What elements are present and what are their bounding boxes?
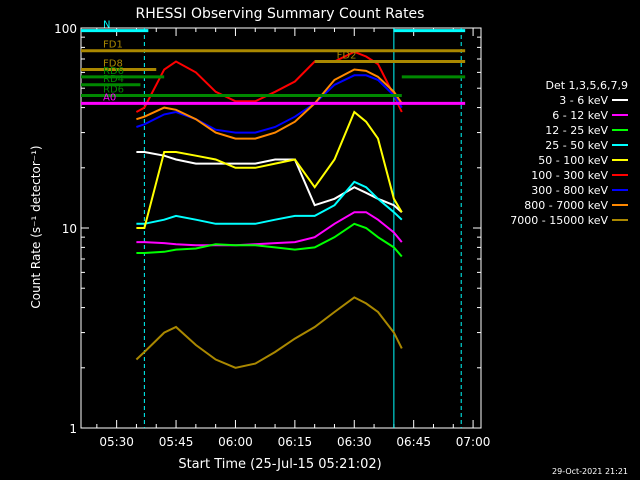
series-line-7 <box>136 74 403 134</box>
y-axis-label: Count Rate (s⁻¹ detector⁻¹) <box>29 145 43 308</box>
chart-legend: Det 1,3,5,6,7,9 3 - 6 keV 6 - 12 keV 12 - … <box>510 79 628 227</box>
series-line-1 <box>136 151 403 213</box>
y-tick-label: 100 <box>54 22 77 36</box>
flag-label: RD4 <box>103 74 124 85</box>
x-tick-label: 05:45 <box>159 435 194 449</box>
y-tick-label: 1 <box>69 422 77 436</box>
flag-label: RD6 <box>103 66 124 77</box>
series-line-5 <box>136 110 403 229</box>
legend-label: 50 - 100 keV <box>538 154 608 167</box>
legend-label: 12 - 25 keV <box>545 124 608 137</box>
series-line-2 <box>136 211 403 247</box>
flag-label: FD1 <box>103 40 123 51</box>
series-line-3 <box>136 222 403 258</box>
series-line-4 <box>136 180 403 225</box>
legend-label: 7000 - 15000 keV <box>510 214 608 227</box>
legend-label: 25 - 50 keV <box>545 139 608 152</box>
series-line-6 <box>135 50 403 113</box>
x-tick-label: 07:00 <box>456 435 491 449</box>
y-tick-label: 10 <box>62 222 77 236</box>
x-tick-label: 06:30 <box>337 435 372 449</box>
chart-title: RHESSI Observing Summary Count Rates <box>136 6 425 22</box>
series-line-8 <box>136 68 403 140</box>
flag-label: N <box>103 20 110 31</box>
legend-label: 800 - 7000 keV <box>524 199 608 212</box>
x-tick-label: 06:45 <box>396 435 431 449</box>
x-axis-label: Start Time (25-Jul-15 05:21:02) <box>178 457 381 472</box>
x-tick-label: 05:30 <box>99 435 134 449</box>
flag-label: A0 <box>103 92 116 103</box>
legend-label: 6 - 12 keV <box>552 109 608 122</box>
legend-label: 100 - 300 keV <box>531 169 608 182</box>
legend-title: Det 1,3,5,6,7,9 <box>545 79 628 92</box>
legend-label: 3 - 6 keV <box>559 94 608 107</box>
x-tick-label: 06:00 <box>218 435 253 449</box>
series-line-9 <box>135 296 403 369</box>
plot-area: 05:30 05:45 06:00 06:15 06:30 06:45 07:00 1 10 10… <box>54 20 490 449</box>
flag-label: RD6 <box>103 84 124 95</box>
flag-label: FD2 <box>337 50 357 61</box>
legend-label: 300 - 800 keV <box>531 184 608 197</box>
timestamp: 29-Oct-2021 21:21 <box>552 467 628 476</box>
x-tick-label: 06:15 <box>278 435 313 449</box>
flag-label: FD8 <box>103 59 123 70</box>
